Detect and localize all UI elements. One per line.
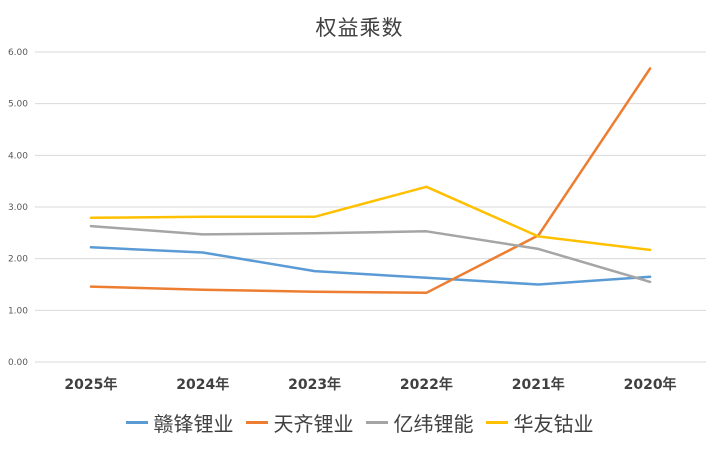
legend-item: 赣锋锂业 [125, 408, 234, 437]
y-tick-label: 2.00 [8, 255, 28, 265]
legend-swatch [125, 421, 148, 424]
legend-swatch [485, 421, 508, 424]
x-tick-label: 2025年 [64, 376, 117, 393]
y-tick-label: 1.00 [8, 306, 28, 316]
x-tick-label: 2020年 [624, 376, 677, 393]
chart-title: 权益乘数 [315, 16, 404, 40]
legend-item: 亿纬锂能 [365, 408, 474, 437]
y-tick-label: 4.00 [8, 151, 28, 161]
y-tick-label: 5.00 [8, 100, 28, 110]
legend-label: 亿纬锂能 [393, 412, 474, 436]
legend-swatch [245, 421, 268, 424]
series-line-4 [89, 185, 652, 252]
x-tick-label: 2024年 [176, 376, 229, 393]
series-line-2 [89, 67, 652, 295]
legend-label: 华友钴业 [513, 412, 594, 436]
legend-item: 华友钴业 [485, 408, 594, 437]
series-line-3 [89, 224, 652, 284]
legend-item: 天齐锂业 [245, 408, 354, 437]
legend-label: 天齐锂业 [273, 412, 354, 436]
y-tick-label: 0.00 [8, 358, 28, 368]
x-tick-label: 2023年 [288, 376, 341, 393]
series-line-1 [89, 246, 652, 286]
legend-swatch [365, 421, 388, 424]
legend-label: 赣锋锂业 [153, 412, 234, 436]
x-tick-label: 2022年 [400, 376, 453, 393]
y-tick-label: 6.00 [8, 48, 28, 58]
chart-legend: 赣锋锂业 天齐锂业 亿纬锂能 华友钴业 [0, 408, 719, 437]
x-tick-label: 2021年 [512, 376, 565, 393]
y-tick-label: 3.00 [8, 203, 28, 213]
